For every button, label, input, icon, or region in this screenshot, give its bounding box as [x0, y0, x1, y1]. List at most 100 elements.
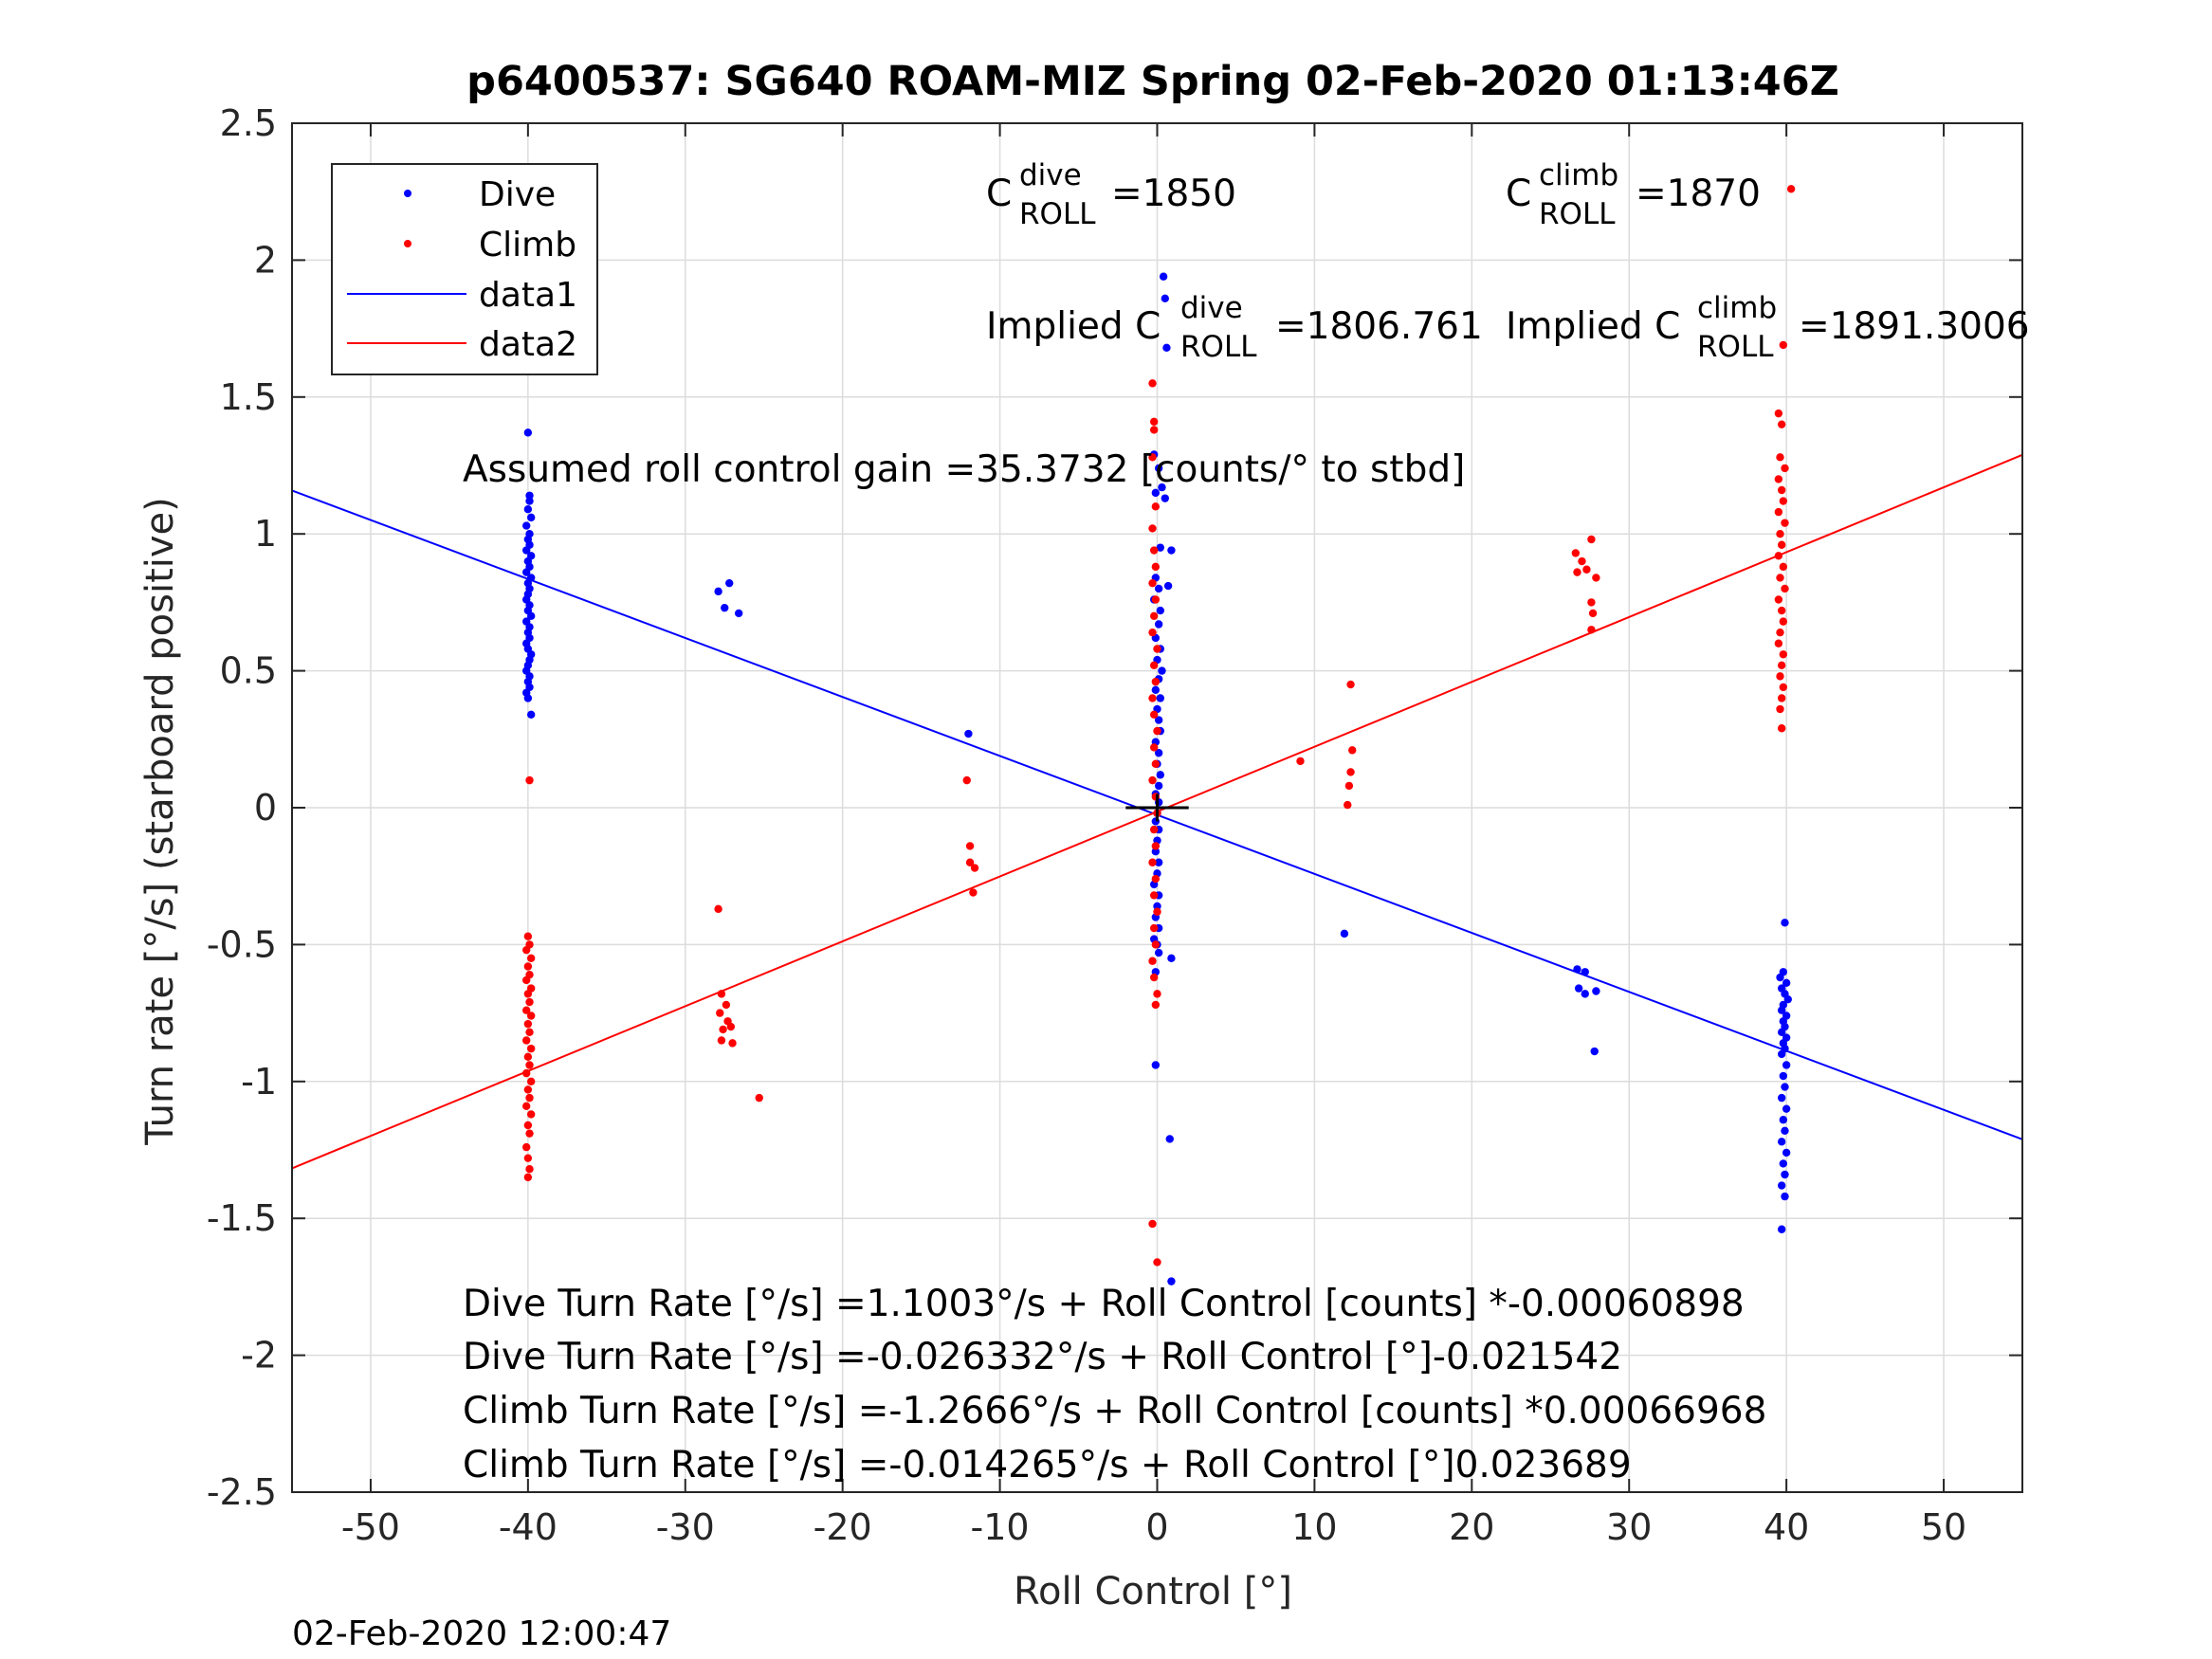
dive-point — [1779, 1159, 1788, 1168]
climb-point — [1777, 661, 1786, 670]
climb-point — [523, 1019, 533, 1029]
climb-point — [523, 1173, 533, 1182]
dive-point — [1167, 1277, 1176, 1285]
climb-point — [1148, 957, 1157, 965]
climb-point — [717, 990, 726, 998]
dive-point — [1159, 272, 1168, 281]
climb-point — [1776, 704, 1784, 714]
dive-point — [1779, 1071, 1788, 1081]
climb-point — [522, 1142, 531, 1152]
climb-point — [1151, 595, 1161, 604]
climb-point — [969, 888, 978, 897]
climb-point — [1779, 683, 1788, 692]
dive-point — [1156, 694, 1165, 702]
climb-point — [716, 1009, 724, 1017]
legend-label-data1: data1 — [479, 276, 577, 315]
climb-point — [1153, 907, 1161, 916]
climb-point — [1149, 546, 1159, 555]
c-climb-value: =1870 — [1636, 173, 1761, 215]
climb-point — [525, 997, 534, 1007]
x-tick-label: -50 — [341, 1506, 400, 1548]
climb-point — [1149, 710, 1159, 720]
data-points — [522, 185, 1796, 1285]
dive-point — [714, 587, 722, 596]
dive-point — [1781, 1083, 1789, 1091]
y-axis-label: Turn rate [°/s] (starboard positive) — [138, 497, 182, 1146]
dive-point — [525, 497, 534, 505]
climb-point — [1148, 379, 1157, 388]
dive-point — [1154, 749, 1163, 757]
climb-point — [970, 864, 979, 872]
dive-point — [522, 568, 531, 576]
dive-point — [1161, 494, 1169, 502]
x-tick-label: -30 — [656, 1506, 715, 1548]
y-tick-label: 1 — [254, 513, 277, 555]
x-tick-label: 30 — [1606, 1506, 1652, 1548]
legend: Dive Climb data1 data2 — [331, 163, 598, 375]
climb-point — [525, 1093, 534, 1103]
climb-point — [1149, 417, 1159, 426]
climb-point — [1151, 502, 1161, 511]
climb-point — [1592, 574, 1600, 582]
dive-point — [1167, 954, 1176, 963]
dive-point — [1151, 1061, 1161, 1069]
dive-point — [1781, 1170, 1789, 1179]
climb-point — [522, 1068, 531, 1078]
dive-point — [1158, 666, 1166, 675]
dive-point — [1154, 584, 1163, 593]
climb-point — [522, 1102, 531, 1110]
climb-point — [1571, 549, 1581, 557]
legend-box — [331, 163, 598, 375]
dive-point — [1340, 929, 1349, 939]
climb-point — [1149, 891, 1159, 900]
dive-point — [1154, 948, 1163, 957]
dive-point — [1590, 1047, 1599, 1056]
climb-point — [1774, 475, 1783, 483]
climb-point — [522, 975, 531, 985]
dive-point — [523, 694, 533, 702]
climb-point — [1151, 940, 1161, 949]
dive-point — [1151, 848, 1161, 856]
climb-point — [719, 1025, 727, 1034]
climb-point — [1151, 1000, 1161, 1010]
implied-dive-value: =1806.761 — [1275, 305, 1483, 348]
climb-point — [755, 1093, 763, 1103]
legend-label-data2: data2 — [479, 325, 577, 364]
climb-point — [523, 1052, 533, 1062]
dive-point — [1154, 781, 1163, 791]
annotation-gain: Assumed roll control gain =35.3732 [coun… — [463, 448, 1465, 491]
climb-point — [1148, 578, 1157, 588]
c-dive-sup: dive — [1019, 158, 1082, 192]
climb-point — [1296, 757, 1305, 766]
climb-point — [1779, 617, 1788, 626]
climb-point — [1781, 584, 1789, 593]
climb-point — [1779, 340, 1788, 350]
dive-point — [526, 611, 536, 621]
climb-point — [1151, 759, 1161, 768]
climb-point — [1776, 453, 1784, 462]
dive-point — [526, 710, 536, 720]
climb-point — [522, 1006, 531, 1014]
climb-point — [1777, 724, 1786, 733]
c-climb-sub: ROLL — [1539, 197, 1616, 231]
climb-point — [1149, 923, 1159, 933]
climb-point — [1153, 990, 1161, 998]
climb-point — [965, 842, 975, 850]
x-tick-label: -40 — [499, 1506, 558, 1548]
dive-point — [1777, 1028, 1786, 1037]
annotation-eq2: Dive Turn Rate [°/s] =-0.026332°/s + Rol… — [463, 1336, 1622, 1378]
climb-point — [1151, 874, 1161, 884]
dive-point — [1151, 488, 1161, 498]
x-tick-label: 50 — [1921, 1506, 1966, 1548]
dive-point — [1777, 1138, 1786, 1146]
climb-point — [1151, 842, 1161, 850]
dive-point — [523, 428, 533, 437]
climb-point — [1774, 409, 1783, 418]
climb-point — [1151, 677, 1161, 686]
x-tick-label: 0 — [1145, 1506, 1168, 1548]
y-tick-label: 0 — [254, 787, 277, 829]
dive-point — [1777, 1225, 1786, 1233]
footer-timestamp: 02-Feb-2020 12:00:47 — [292, 1614, 671, 1653]
climb-point — [1153, 645, 1161, 653]
